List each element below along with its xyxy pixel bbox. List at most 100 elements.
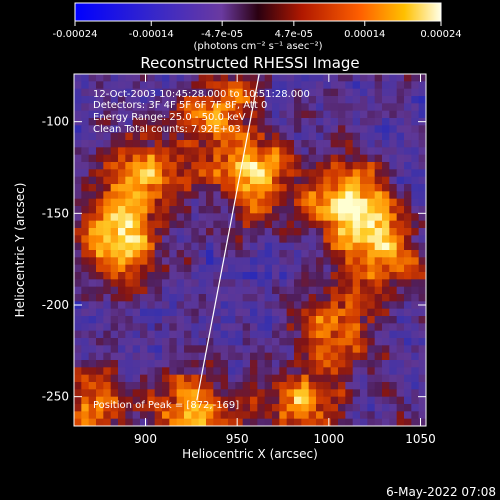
- heatmap-cell: [316, 257, 324, 266]
- heatmap-cell: [169, 294, 178, 302]
- heatmap-cell: [154, 96, 163, 104]
- heatmap-cell: [316, 316, 324, 324]
- heatmap-cell: [96, 235, 104, 244]
- heatmap-cell: [191, 110, 200, 119]
- heatmap-cell: [184, 330, 192, 339]
- heatmap-cell: [198, 396, 207, 405]
- heatmap-cell: [323, 213, 332, 222]
- heatmap-cell: [110, 176, 119, 185]
- heatmap-cell: [198, 125, 207, 134]
- heatmap-cell: [367, 294, 376, 302]
- heatmap-cell: [169, 162, 178, 170]
- heatmap-cell: [374, 323, 383, 332]
- heatmap-cell: [338, 257, 346, 266]
- heatmap-cell: [272, 162, 280, 170]
- heatmap-cell: [352, 360, 361, 368]
- heatmap-cell: [206, 308, 214, 317]
- heatmap-cell: [330, 279, 339, 288]
- heatmap-cell: [294, 294, 302, 302]
- heatmap-cell: [96, 140, 104, 148]
- heatmap-cell: [345, 191, 354, 200]
- heatmap-cell: [125, 235, 134, 244]
- heatmap-cell: [154, 374, 163, 383]
- heatmap-cell: [316, 81, 324, 90]
- heatmap-cell: [206, 103, 214, 112]
- heatmap-cell: [191, 367, 200, 376]
- heatmap-cell: [242, 294, 251, 302]
- heatmap-cell: [323, 294, 332, 302]
- heatmap-cell: [264, 411, 273, 420]
- heatmap-cell: [213, 330, 222, 339]
- heatmap-cell: [257, 279, 266, 288]
- heatmap-cell: [176, 374, 185, 383]
- heatmap-cell: [162, 169, 170, 178]
- heatmap-cell: [279, 396, 288, 405]
- heatmap-cell: [367, 169, 376, 178]
- heatmap-cell: [110, 220, 119, 229]
- heatmap-cell: [323, 103, 332, 112]
- heatmap-cell: [147, 147, 156, 156]
- heatmap-cell: [396, 418, 405, 426]
- heatmap-cell: [103, 147, 112, 156]
- heatmap-cell: [382, 228, 390, 236]
- heatmap-cell: [404, 132, 412, 141]
- heatmap-cell: [338, 206, 346, 214]
- heatmap-cell: [367, 345, 376, 354]
- heatmap-cell: [367, 257, 376, 266]
- heatmap-cell: [96, 301, 104, 310]
- heatmap-cell: [316, 96, 324, 104]
- heatmap-cell: [360, 132, 368, 141]
- heatmap-cell: [88, 316, 97, 324]
- heatmap-cell: [308, 279, 317, 288]
- heatmap-cell: [184, 176, 192, 185]
- heatmap-cell: [316, 360, 324, 368]
- heatmap-cell: [257, 396, 266, 405]
- heatmap-cell: [242, 418, 251, 426]
- heatmap-cell: [140, 396, 148, 405]
- heatmap-cell: [294, 132, 302, 141]
- heatmap-cell: [220, 264, 229, 273]
- heatmap-cell: [88, 404, 97, 412]
- heatmap-cell: [74, 374, 82, 383]
- heatmap-cell: [235, 110, 244, 119]
- heatmap-cell: [110, 389, 119, 398]
- heatmap-cell: [411, 301, 420, 310]
- heatmap-cell: [169, 213, 178, 222]
- heatmap-cell: [308, 74, 317, 82]
- heatmap-cell: [345, 389, 354, 398]
- heatmap-cell: [272, 389, 280, 398]
- heatmap-cell: [74, 140, 82, 148]
- heatmap-cell: [418, 176, 426, 185]
- heatmap-cell: [184, 257, 192, 266]
- heatmap-cell: [389, 294, 398, 302]
- heatmap-cell: [404, 360, 412, 368]
- heatmap-cell: [242, 147, 251, 156]
- heatmap-cell: [242, 257, 251, 266]
- heatmap-cell: [184, 411, 192, 420]
- heatmap-cell: [338, 118, 346, 126]
- heatmap-cell: [389, 338, 398, 346]
- heatmap-cell: [103, 206, 112, 214]
- heatmap-cell: [257, 213, 266, 222]
- heatmap-cell: [125, 374, 134, 383]
- heatmap-cell: [382, 286, 390, 295]
- heatmap-cell: [147, 88, 156, 97]
- footer-date: 6-May-2022 07:08: [386, 485, 496, 499]
- heatmap-cell: [198, 132, 207, 141]
- heatmap-cell: [301, 213, 310, 222]
- heatmap-cell: [162, 360, 170, 368]
- heatmap-cell: [250, 316, 258, 324]
- heatmap-cell: [110, 418, 119, 426]
- heatmap-cell: [411, 264, 420, 273]
- heatmap-cell: [279, 279, 288, 288]
- heatmap-cell: [220, 345, 229, 354]
- heatmap-cell: [125, 198, 134, 207]
- heatmap-cell: [294, 125, 302, 134]
- heatmap-cell: [213, 228, 222, 236]
- heatmap-cell: [367, 118, 376, 126]
- heatmap-cell: [272, 103, 280, 112]
- heatmap-cell: [272, 169, 280, 178]
- heatmap-cell: [81, 125, 90, 134]
- heatmap-cell: [206, 206, 214, 214]
- heatmap-cell: [162, 316, 170, 324]
